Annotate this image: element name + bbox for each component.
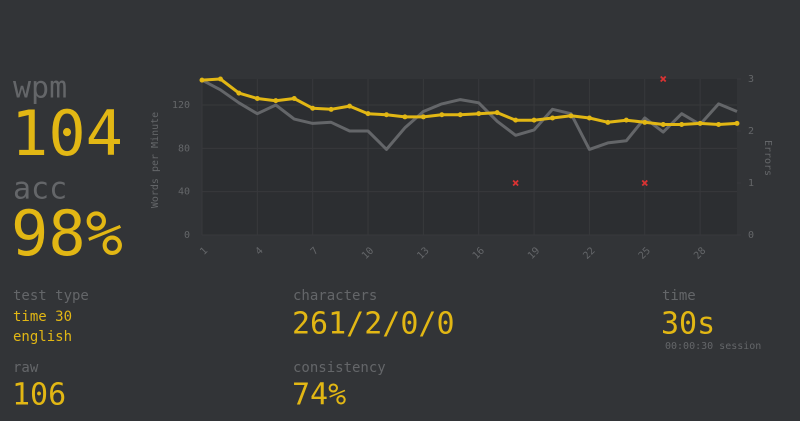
series-point bbox=[623, 117, 629, 123]
series-point bbox=[568, 113, 574, 119]
series-point bbox=[716, 122, 722, 127]
time-label: time bbox=[662, 288, 696, 304]
x-tick-label: 4 bbox=[254, 245, 266, 257]
wpm-value: 104 bbox=[11, 97, 123, 170]
time-value: 30s bbox=[661, 307, 715, 342]
x-tick-label: 16 bbox=[471, 245, 487, 261]
y2-tick-label: 0 bbox=[748, 230, 754, 241]
y2-axis-label: Errors bbox=[762, 140, 773, 176]
raw-value: 106 bbox=[12, 378, 66, 413]
x-tick-label: 19 bbox=[526, 245, 542, 261]
error-mark bbox=[641, 179, 648, 187]
series-point bbox=[642, 119, 648, 125]
y2-tick-label: 3 bbox=[748, 74, 754, 85]
acc-label: acc bbox=[13, 172, 67, 207]
series-point bbox=[236, 90, 242, 96]
series-point bbox=[586, 115, 592, 121]
session-time: 00:00:30 session bbox=[665, 341, 761, 352]
x-tick-label: 1 bbox=[198, 245, 210, 257]
series-point bbox=[513, 117, 519, 123]
raw-label: raw bbox=[13, 360, 39, 376]
test-type-line: english bbox=[13, 329, 72, 345]
series-point bbox=[457, 112, 463, 118]
series-point bbox=[734, 120, 740, 126]
series-point bbox=[383, 112, 389, 118]
wpm-label: wpm bbox=[13, 71, 67, 106]
characters-label: characters bbox=[293, 288, 377, 304]
test-type-line: time 30 bbox=[13, 309, 72, 325]
x-tick-label: 25 bbox=[637, 245, 653, 261]
series-point bbox=[199, 77, 205, 83]
series-point bbox=[254, 96, 260, 101]
series-point bbox=[697, 120, 703, 126]
y-tick-label: 120 bbox=[172, 100, 190, 111]
series-point bbox=[660, 122, 666, 127]
series-line bbox=[201, 77, 738, 126]
series-point bbox=[365, 111, 371, 117]
y2-tick-label: 2 bbox=[748, 126, 754, 137]
series-point bbox=[550, 115, 556, 121]
series-point bbox=[310, 105, 316, 111]
series-point bbox=[605, 119, 611, 125]
series-point bbox=[494, 110, 500, 116]
series-point bbox=[531, 117, 537, 123]
x-tick-label: 10 bbox=[360, 245, 376, 261]
y-tick-label: 40 bbox=[178, 187, 190, 198]
series-point bbox=[420, 114, 426, 120]
series-point bbox=[217, 76, 223, 82]
x-tick-label: 22 bbox=[581, 245, 597, 261]
x-tick-label: 28 bbox=[692, 245, 708, 261]
test-type-label: test type bbox=[13, 288, 89, 304]
series-point bbox=[476, 111, 482, 117]
error-mark bbox=[512, 179, 519, 187]
series-line bbox=[201, 78, 738, 151]
acc-value: 98% bbox=[11, 197, 123, 270]
y-tick-label: 80 bbox=[178, 143, 190, 154]
series-point bbox=[273, 98, 279, 104]
x-tick-label: 7 bbox=[309, 245, 321, 257]
characters-value: 261/2/0/0 bbox=[292, 307, 455, 342]
series-point bbox=[328, 106, 334, 112]
series-point bbox=[291, 96, 297, 101]
consistency-value: 74% bbox=[292, 378, 346, 413]
consistency-label: consistency bbox=[293, 360, 386, 376]
error-mark bbox=[660, 75, 667, 83]
x-tick-label: 13 bbox=[415, 245, 431, 261]
y-axis-label: Words per Minute bbox=[150, 112, 161, 208]
series-point bbox=[347, 103, 353, 109]
series-point bbox=[679, 122, 685, 127]
series-point bbox=[402, 114, 408, 120]
y2-tick-label: 1 bbox=[748, 178, 754, 189]
series-point bbox=[439, 112, 445, 118]
y-tick-label: 0 bbox=[184, 230, 190, 241]
